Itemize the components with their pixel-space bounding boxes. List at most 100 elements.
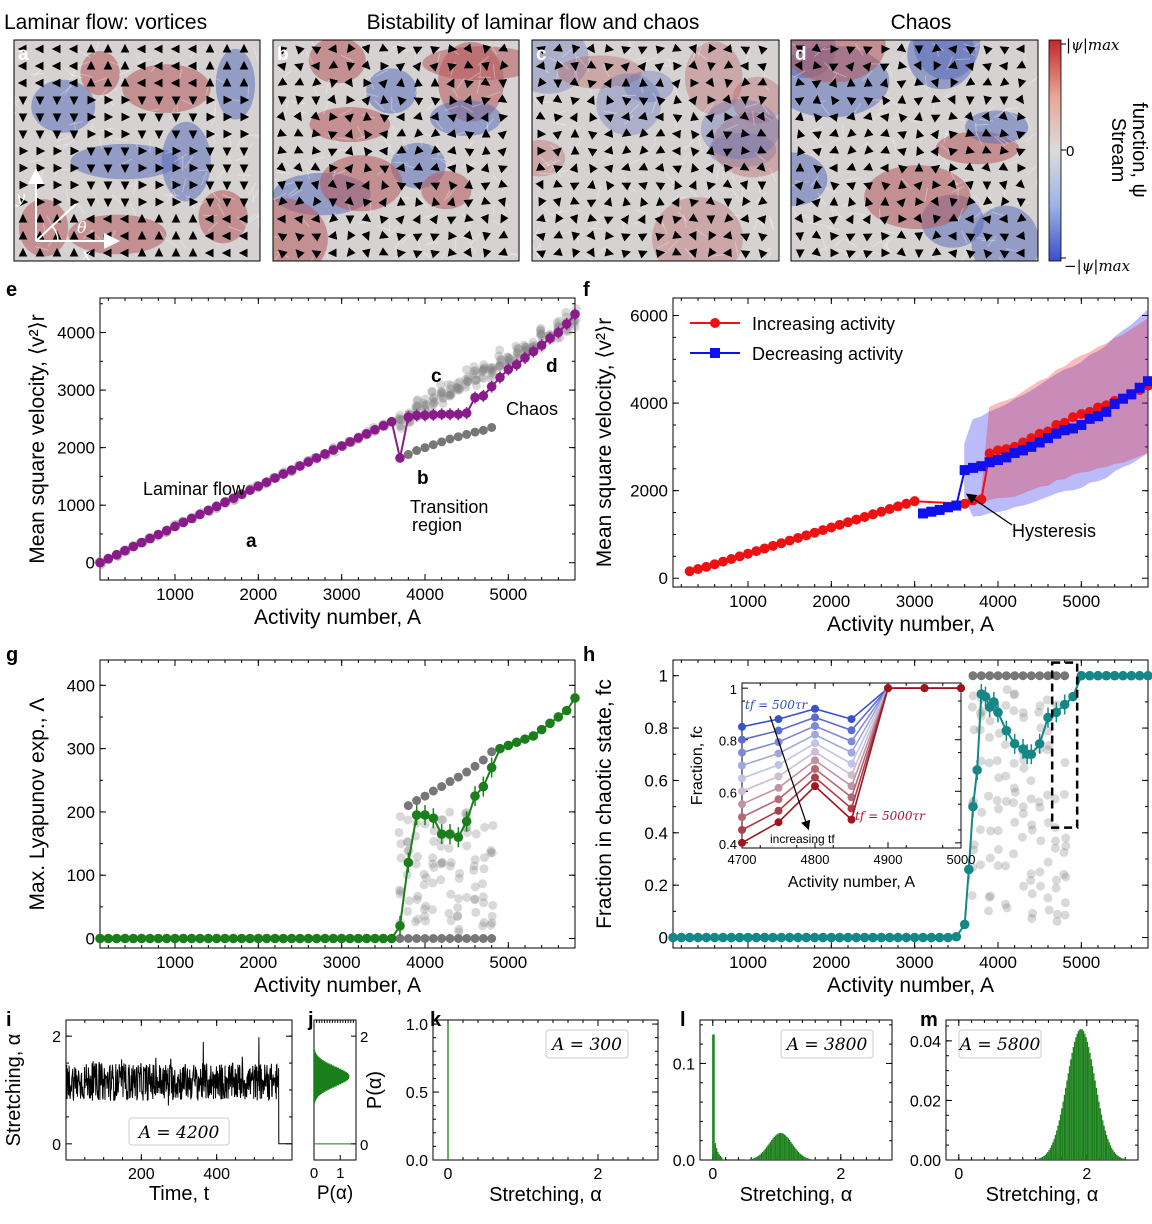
histogram-bar: [1111, 1147, 1113, 1160]
flow-arrow: [950, 77, 959, 88]
flow-arrow: [797, 146, 806, 156]
flow-streak: [284, 100, 290, 114]
sample-point: [537, 330, 547, 340]
mean-point: [701, 932, 712, 943]
flow-arrow: [637, 46, 648, 55]
flow-arrow: [914, 231, 924, 242]
sample-point: [478, 879, 488, 889]
flow-arrow: [396, 45, 407, 54]
flow-arrow: [447, 247, 458, 257]
flow-streak: [176, 104, 179, 119]
histogram-bar: [1063, 1094, 1066, 1160]
x-axis-label: P(α): [317, 1183, 353, 1204]
inset-point: [774, 772, 783, 781]
mean-point: [1118, 670, 1128, 681]
series-point: [743, 548, 753, 559]
flow-arrow: [688, 60, 698, 70]
flow-arrow: [998, 61, 1009, 71]
flow-arrow: [327, 131, 338, 140]
annotation-a5800: A = 5800: [958, 1035, 1041, 1055]
flow-arrow: [500, 213, 509, 224]
flow-streak: [561, 48, 573, 58]
flow-arrow: [671, 197, 680, 208]
sample-point: [1027, 889, 1037, 899]
annotation-box: A = 300: [545, 1029, 629, 1059]
flow-streak: [683, 214, 687, 228]
colorbar-title-line2: function, ψ: [1128, 102, 1150, 197]
mean-point: [801, 932, 812, 943]
flow-streak: [943, 129, 948, 143]
sample-point: [1052, 916, 1062, 926]
flow-streak: [394, 161, 409, 164]
flow-arrow: [983, 232, 993, 242]
flow-arrow: [587, 179, 596, 190]
histogram-bar: [1052, 1142, 1054, 1160]
sample-point: [1010, 787, 1020, 797]
mean-point: [378, 420, 389, 431]
flow-patch: [308, 40, 366, 84]
sample-point: [395, 889, 405, 899]
histogram-bar: [1076, 1033, 1078, 1160]
flow-arrow: [278, 249, 288, 259]
flow-arrow: [863, 162, 873, 171]
inset-point: [774, 760, 783, 769]
mean-point: [95, 933, 105, 944]
sample-point: [470, 855, 480, 865]
sample-point: [446, 916, 456, 926]
flow-arrow: [830, 181, 840, 191]
flow-streak: [273, 192, 287, 200]
flow-arrow: [656, 96, 666, 106]
histogram-bar: [1058, 1120, 1060, 1160]
flow-streak: [356, 125, 364, 139]
flow-arrow: [346, 247, 356, 258]
sample-point: [992, 756, 1002, 766]
sample-point: [1009, 798, 1019, 808]
sample-point: [412, 852, 422, 862]
flow-streak: [332, 170, 346, 176]
sample-point: [536, 323, 546, 333]
inset-point: [811, 773, 819, 782]
flow-arrow: [998, 111, 1008, 121]
flow-arrow: [862, 111, 873, 121]
inset-point: [774, 806, 783, 815]
flow-patch: [198, 190, 248, 244]
inset-point: [847, 748, 856, 757]
mean-point: [676, 932, 687, 943]
series-point: [909, 496, 920, 507]
flow-arrow: [294, 196, 305, 206]
flow-arrow: [672, 230, 682, 240]
sample-point: [1001, 899, 1011, 909]
sample-point: [984, 791, 994, 801]
flow-arrow: [497, 130, 507, 140]
mean-point: [1101, 670, 1112, 681]
flow-streak: [549, 158, 557, 172]
flow-patch: [421, 171, 472, 210]
flow-arrow: [277, 128, 287, 137]
sample-point: [561, 326, 571, 336]
histogram-bar: [1094, 1080, 1096, 1160]
flow-arrow: [931, 94, 941, 104]
sample-point: [438, 393, 448, 403]
sample-point: [1042, 695, 1052, 705]
flow-arrow: [276, 62, 287, 72]
flow-arrow: [277, 45, 288, 55]
chaotic-branch-point: [1060, 671, 1070, 681]
sample-point: [437, 387, 447, 397]
flow-arrow: [621, 128, 632, 138]
flow-streak: [484, 117, 495, 130]
sample-point: [429, 837, 439, 847]
mean-point: [386, 416, 397, 427]
panel-letter-b: b: [277, 44, 289, 65]
sample-point: [1035, 867, 1045, 877]
y-axis-label: Fraction, fc: [689, 726, 706, 805]
histogram-bar: [1104, 1130, 1106, 1160]
histogram-bar: [1121, 1158, 1123, 1160]
flow-arrow: [811, 247, 821, 257]
flow-arrow: [311, 128, 322, 138]
histogram-bar: [750, 1158, 752, 1160]
flow-arrow: [964, 62, 975, 71]
mean-point: [495, 743, 505, 754]
flow-streak: [425, 240, 440, 246]
flow-streak: [305, 50, 314, 64]
sample-point: [420, 394, 430, 404]
